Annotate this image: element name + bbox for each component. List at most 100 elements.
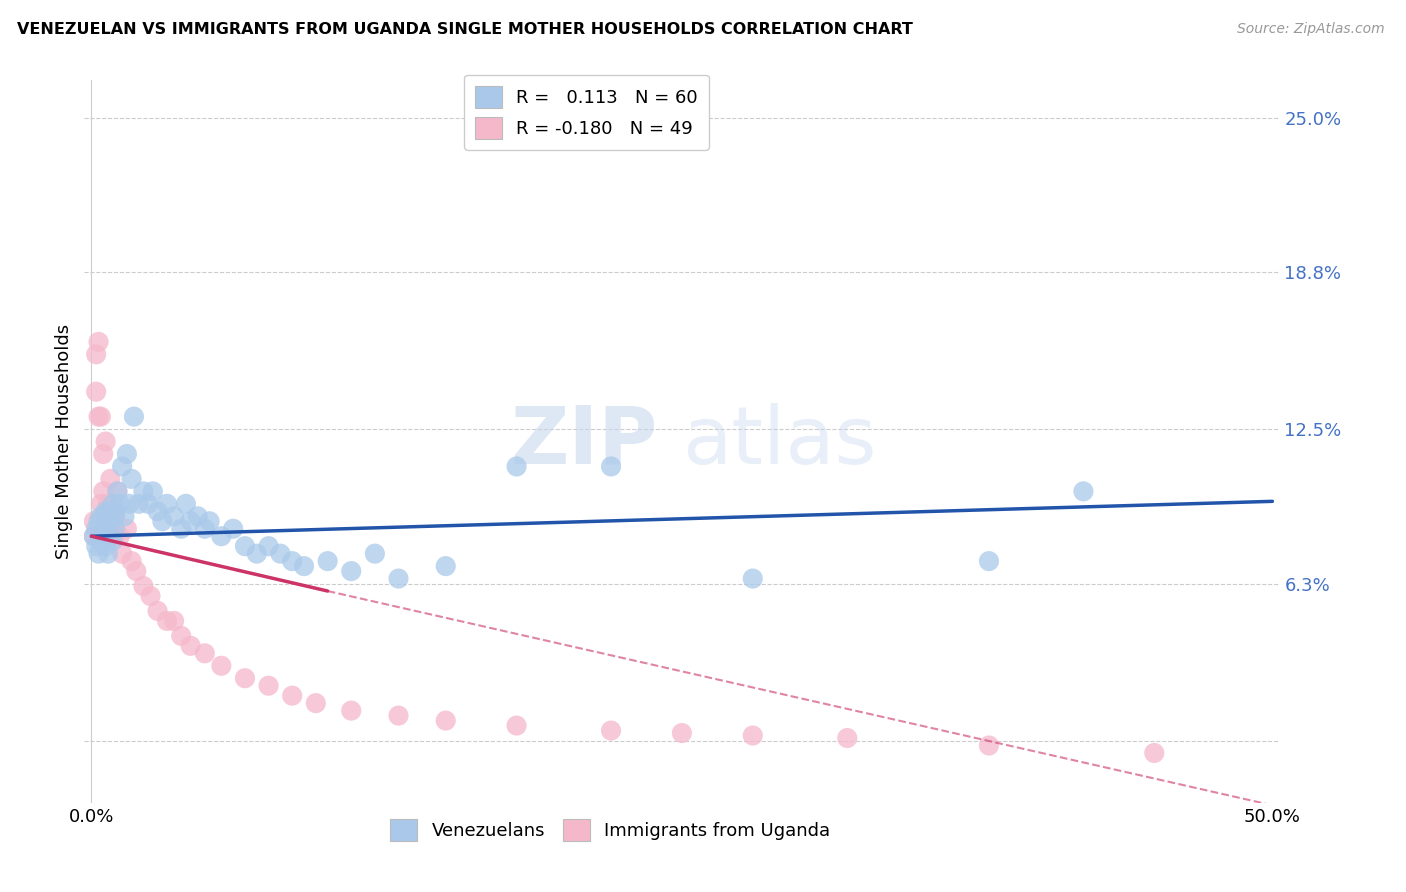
Point [174, 497, 197, 511]
Point [150, 514, 173, 528]
Point [91, 484, 114, 499]
Point [115, 522, 138, 536]
Point [505, 718, 527, 732]
Point [600, 459, 623, 474]
Point [434, 559, 457, 574]
Text: ZIP: ZIP [510, 402, 658, 481]
Point [132, 484, 155, 499]
Point [222, 522, 245, 536]
Point [108, 529, 131, 543]
Point [600, 723, 623, 738]
Point [84, 384, 107, 399]
Point [136, 497, 159, 511]
Point [146, 604, 169, 618]
Point [505, 459, 527, 474]
Point [94, 539, 117, 553]
Point [104, 509, 127, 524]
Point [91, 522, 114, 536]
Point [101, 534, 124, 549]
Point [87, 547, 110, 561]
Point [194, 646, 217, 660]
Point [107, 484, 129, 499]
Point [156, 614, 179, 628]
Point [180, 639, 202, 653]
Point [104, 522, 127, 536]
Point [90, 534, 112, 549]
Point [837, 731, 859, 745]
Point [316, 554, 339, 568]
Point [142, 484, 165, 499]
Point [94, 514, 117, 528]
Point [671, 726, 693, 740]
Point [434, 714, 457, 728]
Point [122, 409, 145, 424]
Point [101, 529, 124, 543]
Point [340, 704, 363, 718]
Point [163, 509, 186, 524]
Point [281, 689, 304, 703]
Point [146, 504, 169, 518]
Point [90, 497, 112, 511]
Point [90, 509, 112, 524]
Text: VENEZUELAN VS IMMIGRANTS FROM UGANDA SINGLE MOTHER HOUSEHOLDS CORRELATION CHART: VENEZUELAN VS IMMIGRANTS FROM UGANDA SIN… [17, 22, 912, 37]
Point [387, 708, 409, 723]
Point [257, 679, 280, 693]
Point [97, 522, 120, 536]
Point [101, 497, 124, 511]
Point [87, 334, 110, 349]
Point [87, 409, 110, 424]
Point [101, 504, 124, 518]
Point [115, 447, 138, 461]
Point [98, 472, 121, 486]
Point [132, 579, 155, 593]
Point [741, 729, 763, 743]
Point [139, 589, 162, 603]
Point [91, 447, 114, 461]
Point [83, 529, 105, 543]
Point [118, 497, 141, 511]
Point [98, 514, 121, 528]
Point [233, 671, 256, 685]
Point [121, 472, 143, 486]
Point [104, 529, 127, 543]
Point [180, 514, 202, 528]
Point [98, 509, 121, 524]
Y-axis label: Single Mother Households: Single Mother Households [55, 324, 73, 559]
Point [94, 504, 117, 518]
Point [170, 522, 193, 536]
Point [104, 509, 127, 524]
Point [209, 658, 232, 673]
Point [170, 629, 193, 643]
Point [128, 497, 150, 511]
Point [94, 434, 117, 449]
Point [269, 547, 291, 561]
Point [246, 547, 269, 561]
Point [125, 564, 148, 578]
Point [84, 539, 107, 553]
Point [98, 504, 121, 518]
Point [1073, 484, 1095, 499]
Point [305, 696, 328, 710]
Legend: Venezuelans, Immigrants from Uganda: Venezuelans, Immigrants from Uganda [382, 812, 838, 848]
Point [83, 514, 105, 528]
Point [83, 529, 105, 543]
Point [340, 564, 363, 578]
Point [209, 529, 232, 543]
Point [111, 459, 134, 474]
Point [194, 522, 217, 536]
Point [94, 522, 117, 536]
Point [1143, 746, 1166, 760]
Point [233, 539, 256, 553]
Point [97, 529, 120, 543]
Point [121, 554, 143, 568]
Point [97, 497, 120, 511]
Point [364, 547, 387, 561]
Point [84, 347, 107, 361]
Point [281, 554, 304, 568]
Point [257, 539, 280, 553]
Point [387, 572, 409, 586]
Point [163, 614, 186, 628]
Point [977, 739, 1000, 753]
Point [84, 522, 107, 536]
Point [90, 409, 112, 424]
